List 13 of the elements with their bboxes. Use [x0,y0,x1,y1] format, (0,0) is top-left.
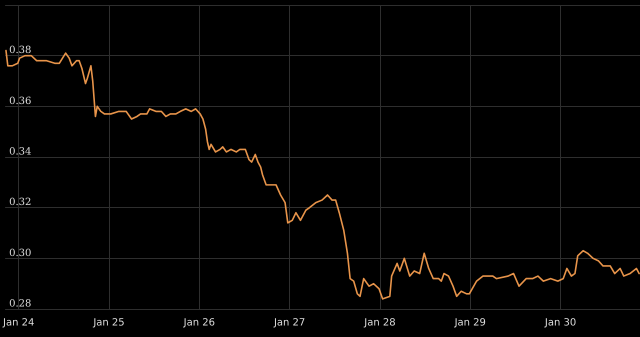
x-tick-label: Jan 24 [2,318,34,328]
y-tick-label: 0.30 [9,248,32,259]
x-tick-label: Jan 30 [544,318,576,328]
x-tick-label: Jan 25 [92,318,125,328]
x-tick-label: Jan 26 [182,318,215,328]
y-tick-label: 0.34 [9,146,32,158]
x-tick-label: Jan 27 [272,318,306,328]
y-tick-label: 0.28 [9,298,32,310]
x-tick-label: Jan 29 [454,318,486,328]
x-tick-label: Jan 28 [363,318,396,328]
y-tick-label: 0.38 [9,45,32,56]
y-tick-label: 0.32 [9,197,32,208]
y-tick-label: 0.36 [9,96,32,107]
